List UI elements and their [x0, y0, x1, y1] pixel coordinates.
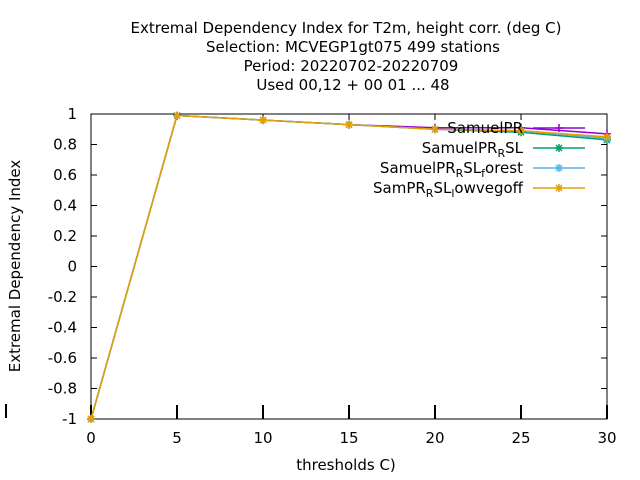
legend-entry: SamuelPRRSL	[422, 139, 585, 160]
data-point	[87, 415, 95, 423]
y-tick-label: 0.2	[53, 227, 77, 245]
y-tick-label: -0.8	[48, 380, 77, 398]
series-line	[90, 114, 608, 420]
data-point	[173, 111, 181, 120]
data-point	[603, 132, 611, 141]
data-point	[259, 116, 267, 125]
legend-marker	[555, 124, 563, 132]
series-line	[90, 114, 608, 420]
x-tick-label: 25	[511, 429, 530, 447]
legend-entry: SamPRRSLlowvegoff	[373, 179, 585, 200]
x-tick-label: 15	[339, 429, 358, 447]
legend-label: SamPRRSLlowvegoff	[373, 179, 524, 200]
legend-marker	[555, 164, 563, 172]
y-tick-label: 0.8	[53, 136, 77, 154]
chart-title: Extremal Dependency Index for T2m, heigh…	[131, 19, 562, 94]
y-tick-label: 1	[67, 105, 77, 123]
legend-label: SamuelPRRSL	[422, 139, 524, 160]
x-tick-label: 0	[86, 429, 96, 447]
legend-marker	[555, 184, 563, 192]
x-axis-label: thresholds C)	[296, 456, 396, 474]
y-tick-label: -1	[62, 410, 77, 428]
y-tick-label: -0.4	[48, 319, 77, 337]
data-point	[345, 120, 353, 129]
title-line-1: Extremal Dependency Index for T2m, heigh…	[131, 19, 562, 37]
y-tick-label: 0.6	[53, 166, 77, 184]
legend-label: SamuelPR	[447, 119, 523, 137]
y-tick-label: 0	[67, 258, 77, 276]
legend: SamuelPR SamuelPRRSLSamuelPRRSLforestSamP…	[373, 119, 585, 200]
legend-entry: SamuelPRRSLforest	[380, 159, 585, 180]
series-line	[90, 114, 608, 420]
legend-label: SamuelPRRSLforest	[380, 159, 523, 180]
title-line-4: Used 00,12 + 00 01 ... 48	[256, 76, 449, 94]
data-point	[517, 126, 525, 135]
title-line-2: Selection: MCVEGP1gt075 499 stations	[206, 38, 500, 56]
x-tick-label: 20	[425, 429, 444, 447]
axis-ticks	[90, 113, 608, 420]
x-tick-label: 5	[172, 429, 182, 447]
series-line	[90, 114, 608, 420]
legend-marker	[555, 144, 563, 152]
plot-frame	[90, 113, 608, 420]
y-tick-label: -0.2	[48, 288, 77, 306]
x-tick-label: 30	[597, 429, 616, 447]
x-tick-label: 10	[253, 429, 272, 447]
series-4	[87, 111, 611, 423]
y-tick-label: 0.4	[53, 197, 77, 215]
data-point	[431, 125, 439, 134]
axis-tick-labels: 0 5 10 15 20 25 30 -1 -0.8 -0.6 -0.4 -0.2 0 0.2 0.4 0.6…	[48, 105, 617, 447]
legend-entry: SamuelPR	[447, 119, 585, 137]
y-axis-label: Extremal Dependency Index	[6, 160, 24, 373]
title-line-3: Period: 20220702-20220709	[244, 57, 459, 75]
series-layer	[87, 111, 611, 423]
y-tick-label: -0.6	[48, 349, 77, 367]
